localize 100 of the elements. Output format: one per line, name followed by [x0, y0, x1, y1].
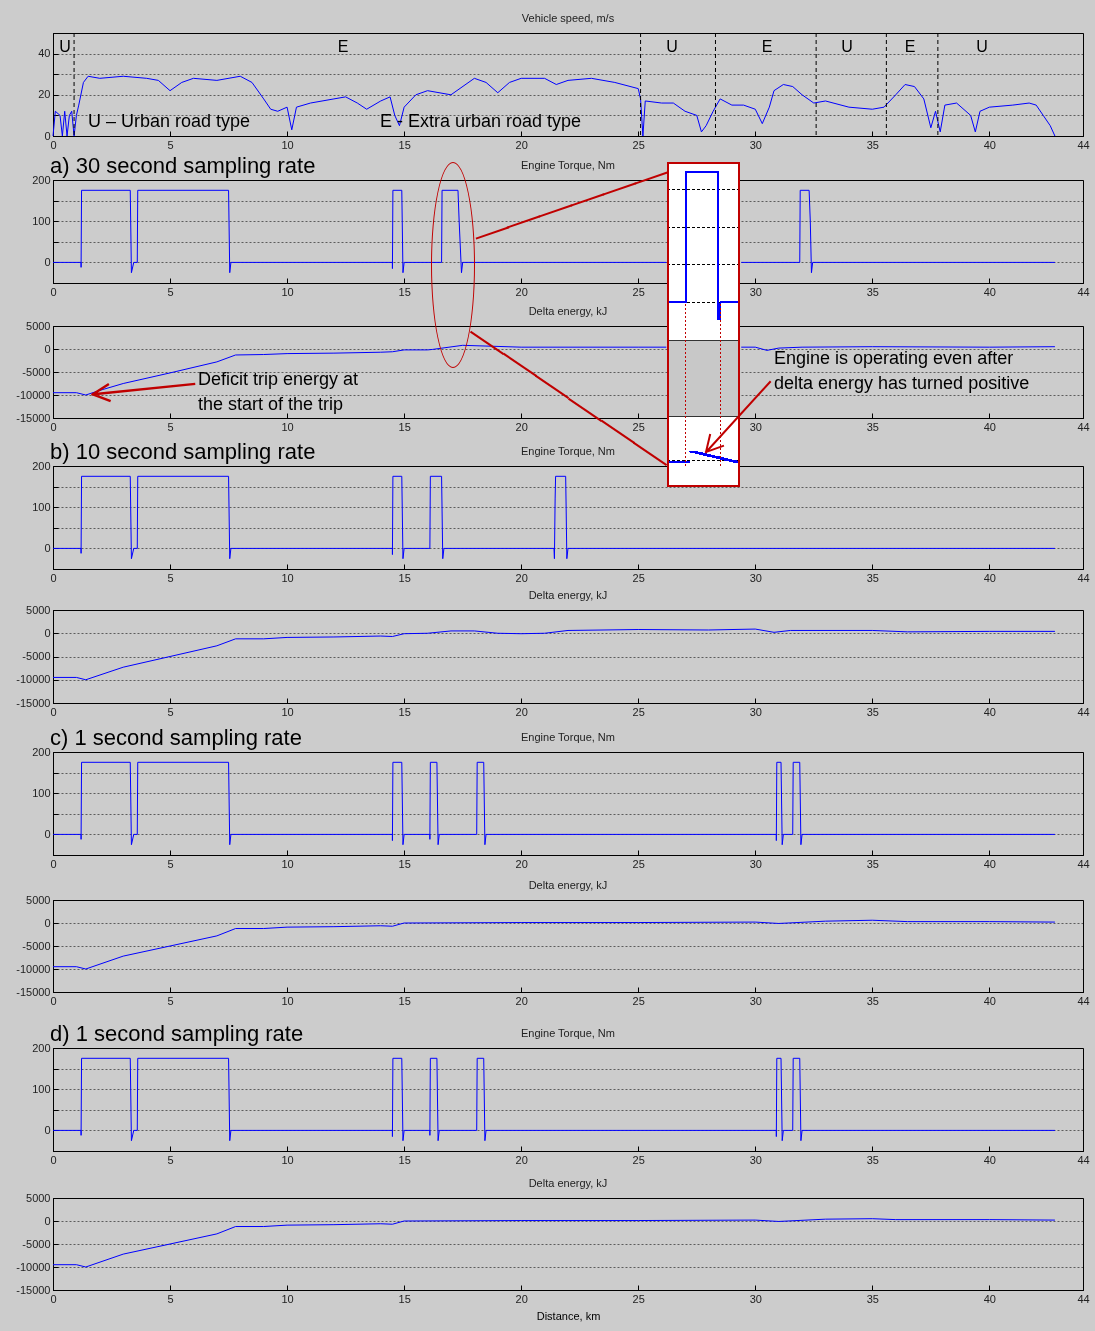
- x-tick-label: 15: [398, 1153, 411, 1166]
- y-tick-label: 100: [32, 786, 51, 799]
- x-tick-label: 5: [167, 705, 174, 718]
- x-tick-label: 5: [167, 994, 174, 1007]
- line-series: [52, 919, 1056, 970]
- y-tick-label: 100: [32, 1082, 51, 1095]
- y-tick-label: -10000: [16, 673, 51, 686]
- x-tick-label: 10: [281, 857, 294, 870]
- x-tick-label: 20: [515, 1153, 528, 1166]
- x-tick-label: 25: [632, 285, 645, 298]
- x-tick-label: 15: [398, 994, 411, 1007]
- x-tick-label: 15: [398, 571, 411, 584]
- x-tick-label: 40: [983, 138, 996, 151]
- annotation: E: [904, 38, 916, 55]
- y-tick-label: 0: [44, 827, 51, 840]
- y-tick-label: 0: [44, 255, 51, 268]
- x-tick-label: 25: [632, 571, 645, 584]
- x-tick-label: 35: [866, 857, 879, 870]
- chart-title: Delta energy, kJ: [528, 1177, 608, 1189]
- x-tick-label: 35: [866, 138, 879, 151]
- annotation: E - Extra urban road type: [380, 111, 582, 131]
- y-tick-label: 5000: [26, 893, 51, 906]
- x-tick-label: 40: [983, 285, 996, 298]
- x-tick-label: 25: [632, 138, 645, 151]
- x-tick-label: 10: [281, 285, 294, 298]
- x-tick-label: 35: [866, 1292, 879, 1305]
- x-tick-label: 5: [167, 1153, 174, 1166]
- x-tick-label: 30: [749, 1153, 762, 1166]
- annotation: U: [841, 38, 853, 55]
- x-tick-label: 10: [281, 138, 294, 151]
- y-tick-label: 0: [44, 1123, 51, 1136]
- chart-title: Engine Torque, Nm: [521, 1027, 615, 1039]
- x-tick-label: 10: [281, 1153, 294, 1166]
- line-series: [52, 1218, 1056, 1268]
- annotation: U – Urban road type: [88, 111, 251, 131]
- y-tick-label: -15000: [16, 696, 51, 709]
- x-tick-label: 5: [167, 1292, 174, 1305]
- y-tick-label: 0: [44, 541, 51, 554]
- x-tick-label: 20: [515, 994, 528, 1007]
- y-tick-label: 200: [32, 459, 51, 472]
- line-series: [52, 628, 1056, 681]
- x-tick-label: 35: [866, 705, 879, 718]
- y-tick-label: -5000: [22, 939, 51, 952]
- y-tick-label: -15000: [16, 985, 51, 998]
- x-tick-label: 5: [167, 420, 174, 433]
- text: c) 1 second sampling rate: [50, 725, 302, 750]
- x-tick-label: 40: [983, 420, 996, 433]
- x-tick-label: 44: [1077, 285, 1090, 298]
- text: d) 1 second sampling rate: [50, 1021, 304, 1046]
- y-tick-label: -15000: [16, 1283, 51, 1296]
- x-tick-label: 5: [167, 138, 174, 151]
- y-tick-label: -5000: [22, 365, 51, 378]
- y-tick-label: 0: [44, 1214, 51, 1227]
- chart-title: Delta energy, kJ: [528, 305, 608, 317]
- y-tick-label: 0: [44, 626, 51, 639]
- annotation: U: [976, 38, 988, 55]
- x-tick-label: 30: [749, 571, 762, 584]
- x-tick-label: 35: [866, 571, 879, 584]
- x-tick-label: 40: [983, 857, 996, 870]
- x-tick-label: 40: [983, 705, 996, 718]
- line-series: [52, 75, 1056, 137]
- x-tick-label: 30: [749, 420, 762, 433]
- y-tick-label: 100: [32, 214, 51, 227]
- x-tick-label: 25: [632, 420, 645, 433]
- x-tick-label: 10: [281, 1292, 294, 1305]
- y-tick-label: 0: [44, 342, 51, 355]
- x-tick-label: 44: [1077, 705, 1090, 718]
- annotation: Deficit trip energy at the start of the trip: [198, 369, 359, 414]
- x-tick-label: 44: [1077, 420, 1090, 433]
- x-tick-label: 40: [983, 571, 996, 584]
- x-tick-label: 5: [167, 857, 174, 870]
- x-tick-label: 25: [632, 994, 645, 1007]
- x-tick-label: 30: [749, 285, 762, 298]
- x-tick-label: 44: [1077, 138, 1090, 151]
- x-tick-label: 25: [632, 705, 645, 718]
- y-tick-label: -15000: [16, 411, 51, 424]
- y-tick-label: 40: [38, 47, 51, 60]
- y-tick-label: 200: [32, 745, 51, 758]
- x-tick-label: 20: [515, 857, 528, 870]
- x-tick-label: 15: [398, 1292, 411, 1305]
- chart-title: Vehicle speed, m/s: [521, 12, 615, 24]
- x-tick-label: 30: [749, 705, 762, 718]
- x-tick-label: 30: [749, 994, 762, 1007]
- chart-title: Engine Torque, Nm: [521, 159, 615, 171]
- text: b) 10 second sampling rate: [50, 439, 316, 464]
- x-tick-label: 5: [167, 285, 174, 298]
- x-tick-label: 35: [866, 994, 879, 1007]
- text: a) 30 second sampling rate: [50, 153, 316, 178]
- x-tick-label: 20: [515, 285, 528, 298]
- x-tick-label: 15: [398, 420, 411, 433]
- x-tick-label: 20: [515, 705, 528, 718]
- x-tick-label: 25: [632, 857, 645, 870]
- x-tick-label: 15: [398, 705, 411, 718]
- annotation: E: [761, 38, 773, 55]
- x-tick-label: 25: [632, 1292, 645, 1305]
- x-tick-label: 10: [281, 420, 294, 433]
- annotation: U: [666, 38, 678, 55]
- x-tick-label: 15: [398, 857, 411, 870]
- y-tick-label: 100: [32, 500, 51, 513]
- x-tick-label: 40: [983, 1153, 996, 1166]
